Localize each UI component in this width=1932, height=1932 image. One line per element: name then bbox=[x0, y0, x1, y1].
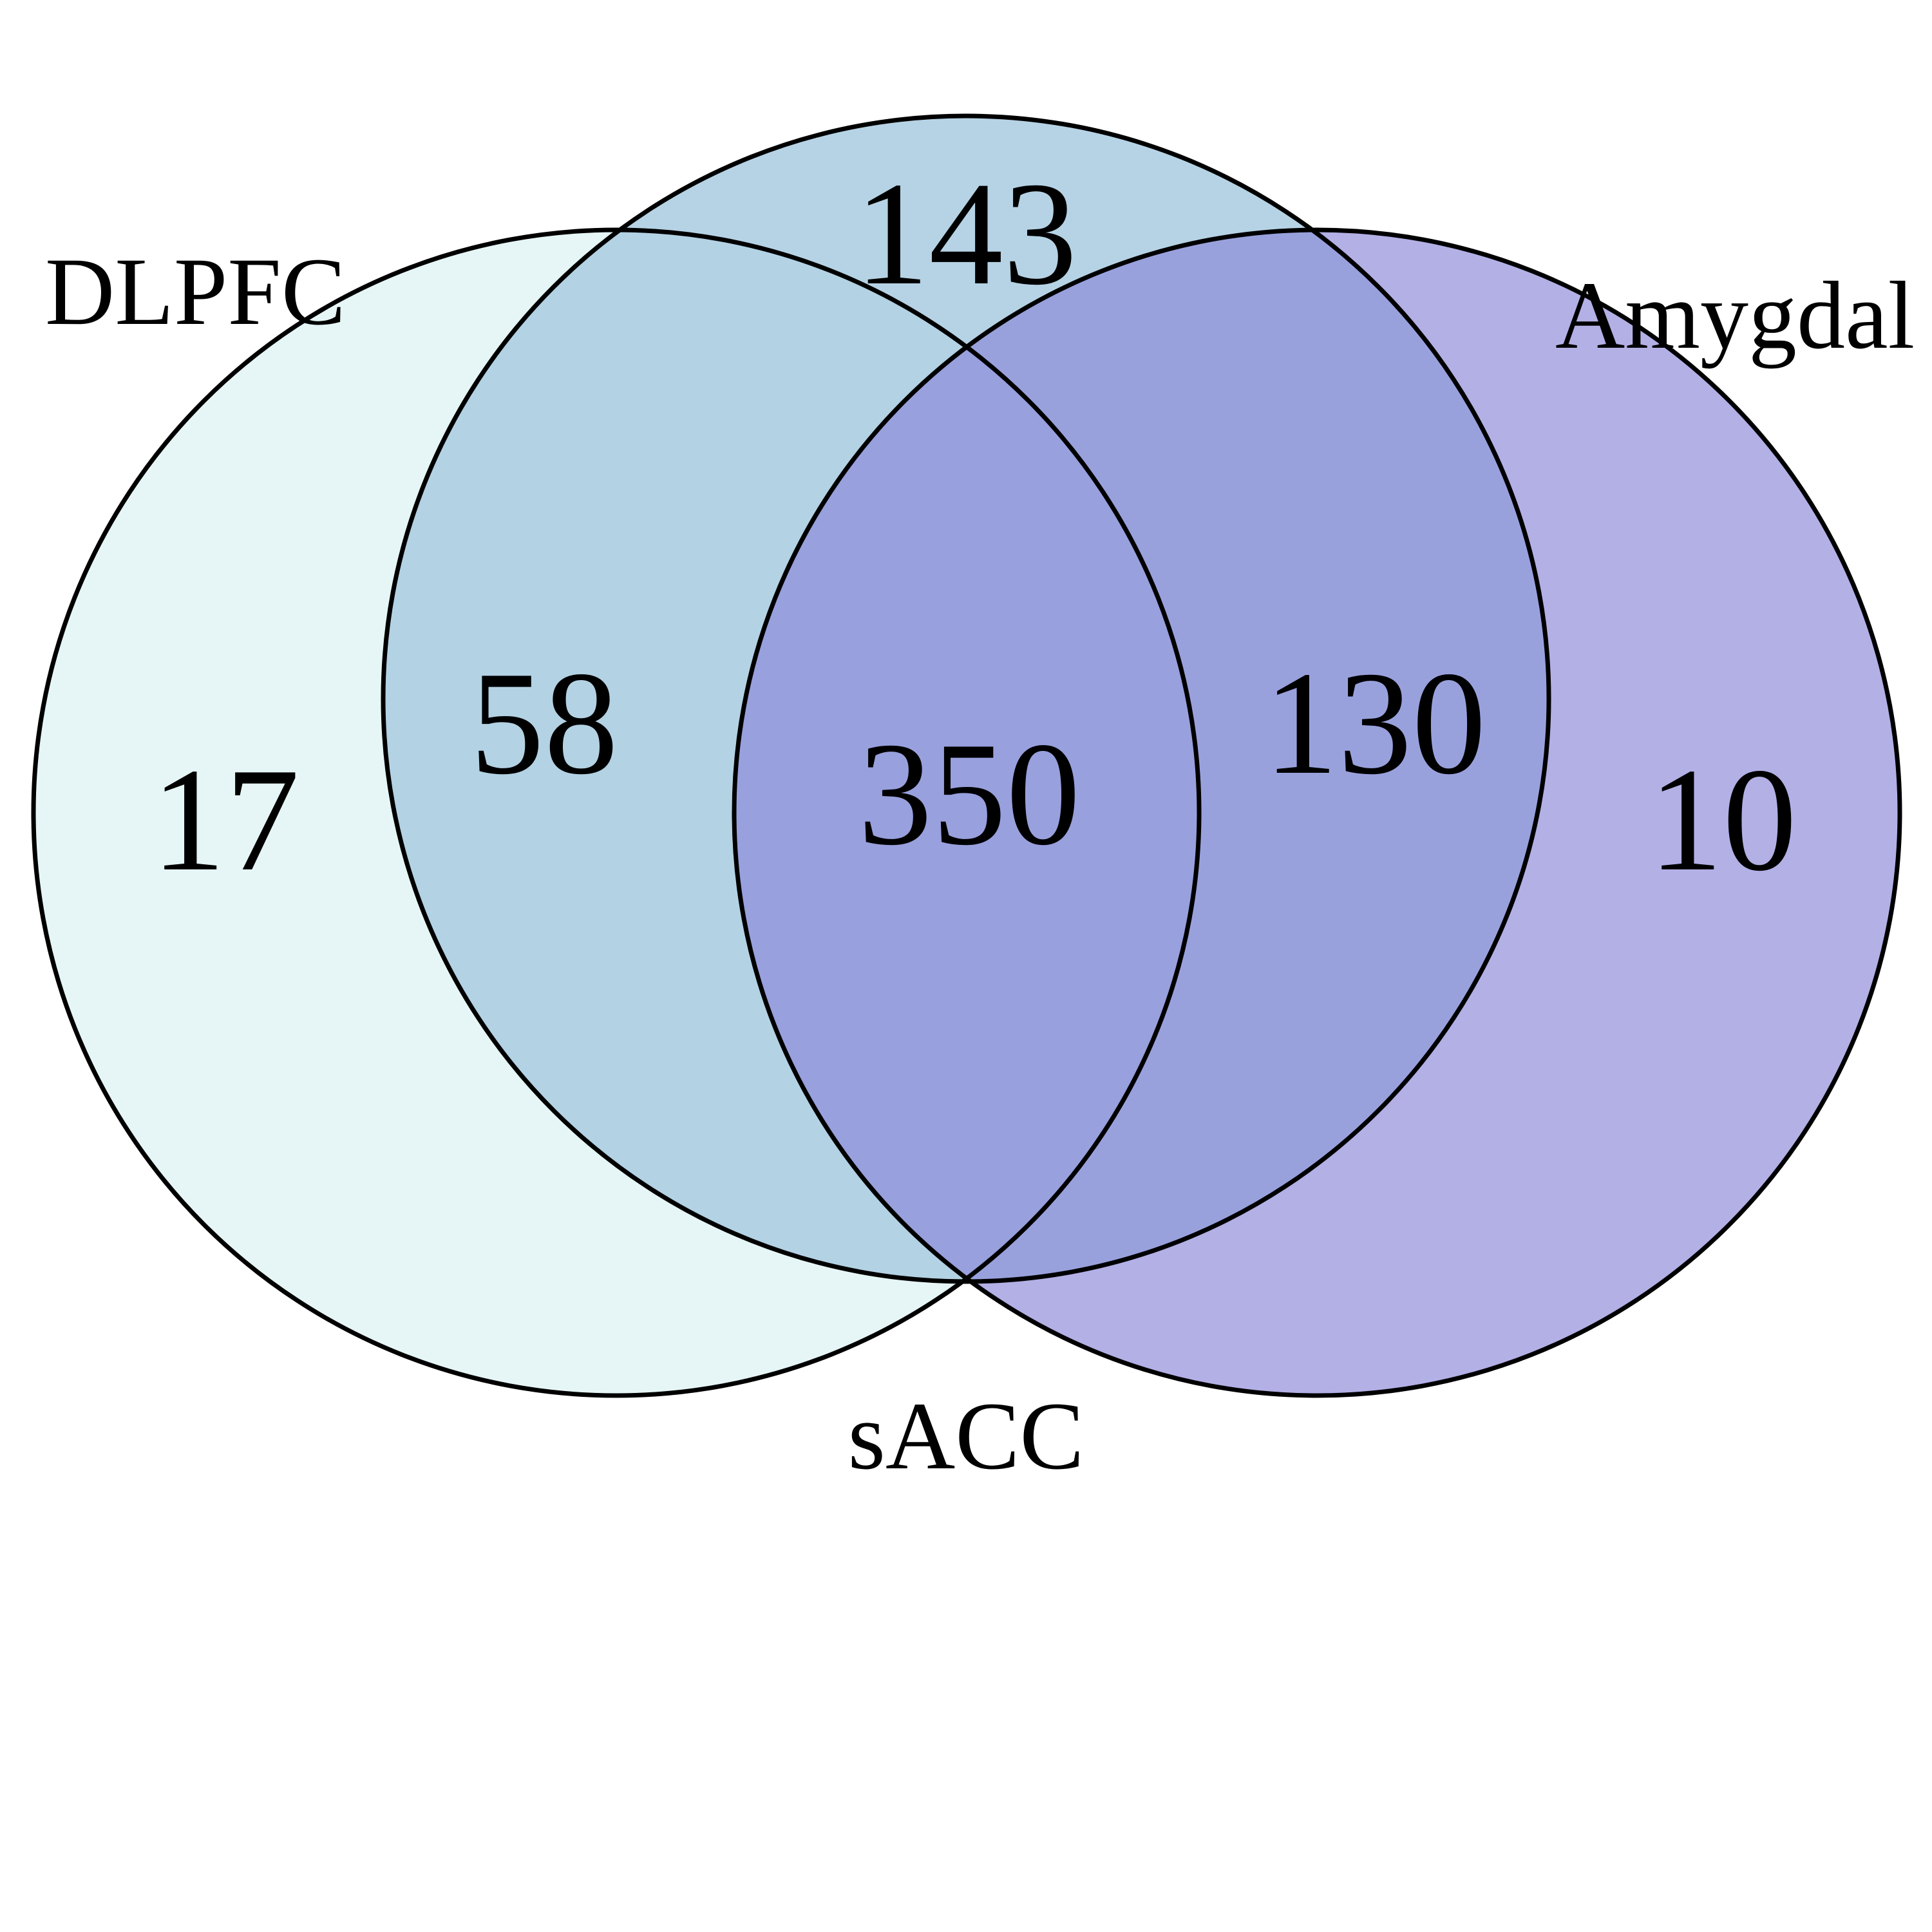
set-circles bbox=[33, 116, 1900, 1396]
count-sacc-only: 143 bbox=[855, 151, 1077, 316]
region-counts: 17 58 143 350 130 10 bbox=[151, 151, 1797, 902]
count-dlpfc-only: 17 bbox=[151, 737, 299, 902]
amygdala-circle-fill bbox=[734, 230, 1900, 1396]
label-sacc: sACC bbox=[848, 1383, 1084, 1490]
count-dlpfc-sacc: 58 bbox=[470, 641, 618, 805]
count-all-three: 350 bbox=[858, 712, 1081, 876]
set-outlines bbox=[31, 113, 1902, 1398]
count-sacc-amygdala: 130 bbox=[1264, 641, 1486, 805]
sacc-circle-outline bbox=[381, 113, 1551, 1284]
amygdala-circle-outline bbox=[732, 227, 1902, 1398]
count-amygdala-only: 10 bbox=[1649, 737, 1797, 902]
label-amygdala: Amygdal bbox=[1555, 262, 1915, 369]
set-labels: DLPFC sACC Amygdal bbox=[45, 238, 1915, 1490]
label-dlpfc: DLPFC bbox=[45, 238, 346, 345]
